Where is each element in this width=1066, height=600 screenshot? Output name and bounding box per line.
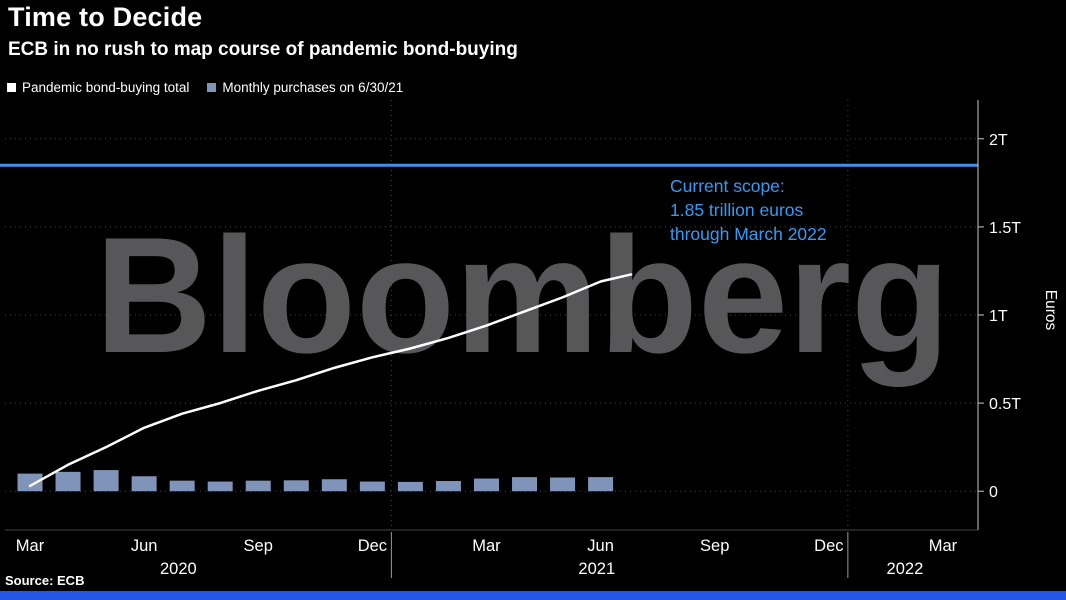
- y-tick-label: 1T: [989, 308, 1008, 325]
- scope-annotation-line2: 1.85 trillion euros: [670, 200, 804, 220]
- legend: Pandemic bond-buying total Monthly purch…: [7, 80, 403, 95]
- monthly-purchases-bar: [245, 480, 271, 492]
- y-tick-label: 0.5T: [989, 396, 1021, 413]
- monthly-purchases-bar: [55, 471, 81, 492]
- legend-item-monthly: Monthly purchases on 6/30/21: [207, 80, 403, 95]
- scope-annotation: Current scope: 1.85 trillion euros throu…: [670, 174, 827, 246]
- monthly-purchases-bar: [550, 477, 576, 492]
- legend-label-monthly: Monthly purchases on 6/30/21: [222, 80, 404, 95]
- monthly-purchases-bar: [473, 478, 499, 492]
- x-tick-label: Sep: [700, 537, 729, 555]
- y-axis-title: Euros: [1042, 290, 1059, 331]
- legend-item-total: Pandemic bond-buying total: [7, 80, 189, 95]
- bottom-accent-bar: [0, 591, 1066, 600]
- x-tick-label: Mar: [472, 537, 501, 555]
- y-tick-label: 2T: [989, 132, 1008, 149]
- year-label: 2020: [160, 560, 197, 578]
- x-tick-label: Mar: [16, 537, 45, 555]
- x-tick-label: Mar: [929, 537, 958, 555]
- legend-label-total: Pandemic bond-buying total: [22, 80, 190, 95]
- monthly-purchases-bar: [17, 473, 43, 492]
- x-tick-label: Dec: [814, 537, 843, 555]
- y-tick-label: 1.5T: [989, 220, 1021, 237]
- monthly-purchases-bar: [359, 481, 385, 492]
- cumulative-total-line: [28, 273, 633, 488]
- monthly-purchases-bar: [207, 481, 233, 492]
- source-note: Source: ECB: [5, 573, 85, 588]
- monthly-purchases-bar: [321, 479, 347, 492]
- monthly-purchases-bar: [93, 470, 119, 492]
- legend-swatch-total: [7, 83, 16, 92]
- x-tick-label: Sep: [244, 537, 273, 555]
- monthly-purchases-bar: [131, 476, 157, 492]
- year-label: 2021: [578, 560, 615, 578]
- monthly-purchases-bar: [283, 480, 309, 492]
- bloomberg-watermark: Bloomberg: [95, 203, 950, 387]
- monthly-purchases-bar: [588, 477, 614, 492]
- scope-annotation-line3: through March 2022: [670, 224, 827, 244]
- legend-swatch-monthly: [207, 83, 217, 92]
- x-tick-label: Jun: [587, 537, 614, 555]
- chart-subtitle: ECB in no rush to map course of pandemic…: [8, 39, 518, 60]
- x-tick-label: Jun: [131, 537, 158, 555]
- page-title: Time to Decide: [8, 2, 203, 32]
- year-label: 2022: [887, 560, 924, 578]
- x-tick-label: Dec: [358, 537, 387, 555]
- monthly-purchases-bar: [397, 481, 423, 492]
- monthly-purchases-bar: [512, 477, 538, 492]
- scope-annotation-line1: Current scope:: [670, 176, 785, 196]
- y-tick-label: 0: [989, 484, 998, 501]
- monthly-purchases-bar: [435, 481, 461, 492]
- monthly-purchases-bar: [169, 480, 195, 492]
